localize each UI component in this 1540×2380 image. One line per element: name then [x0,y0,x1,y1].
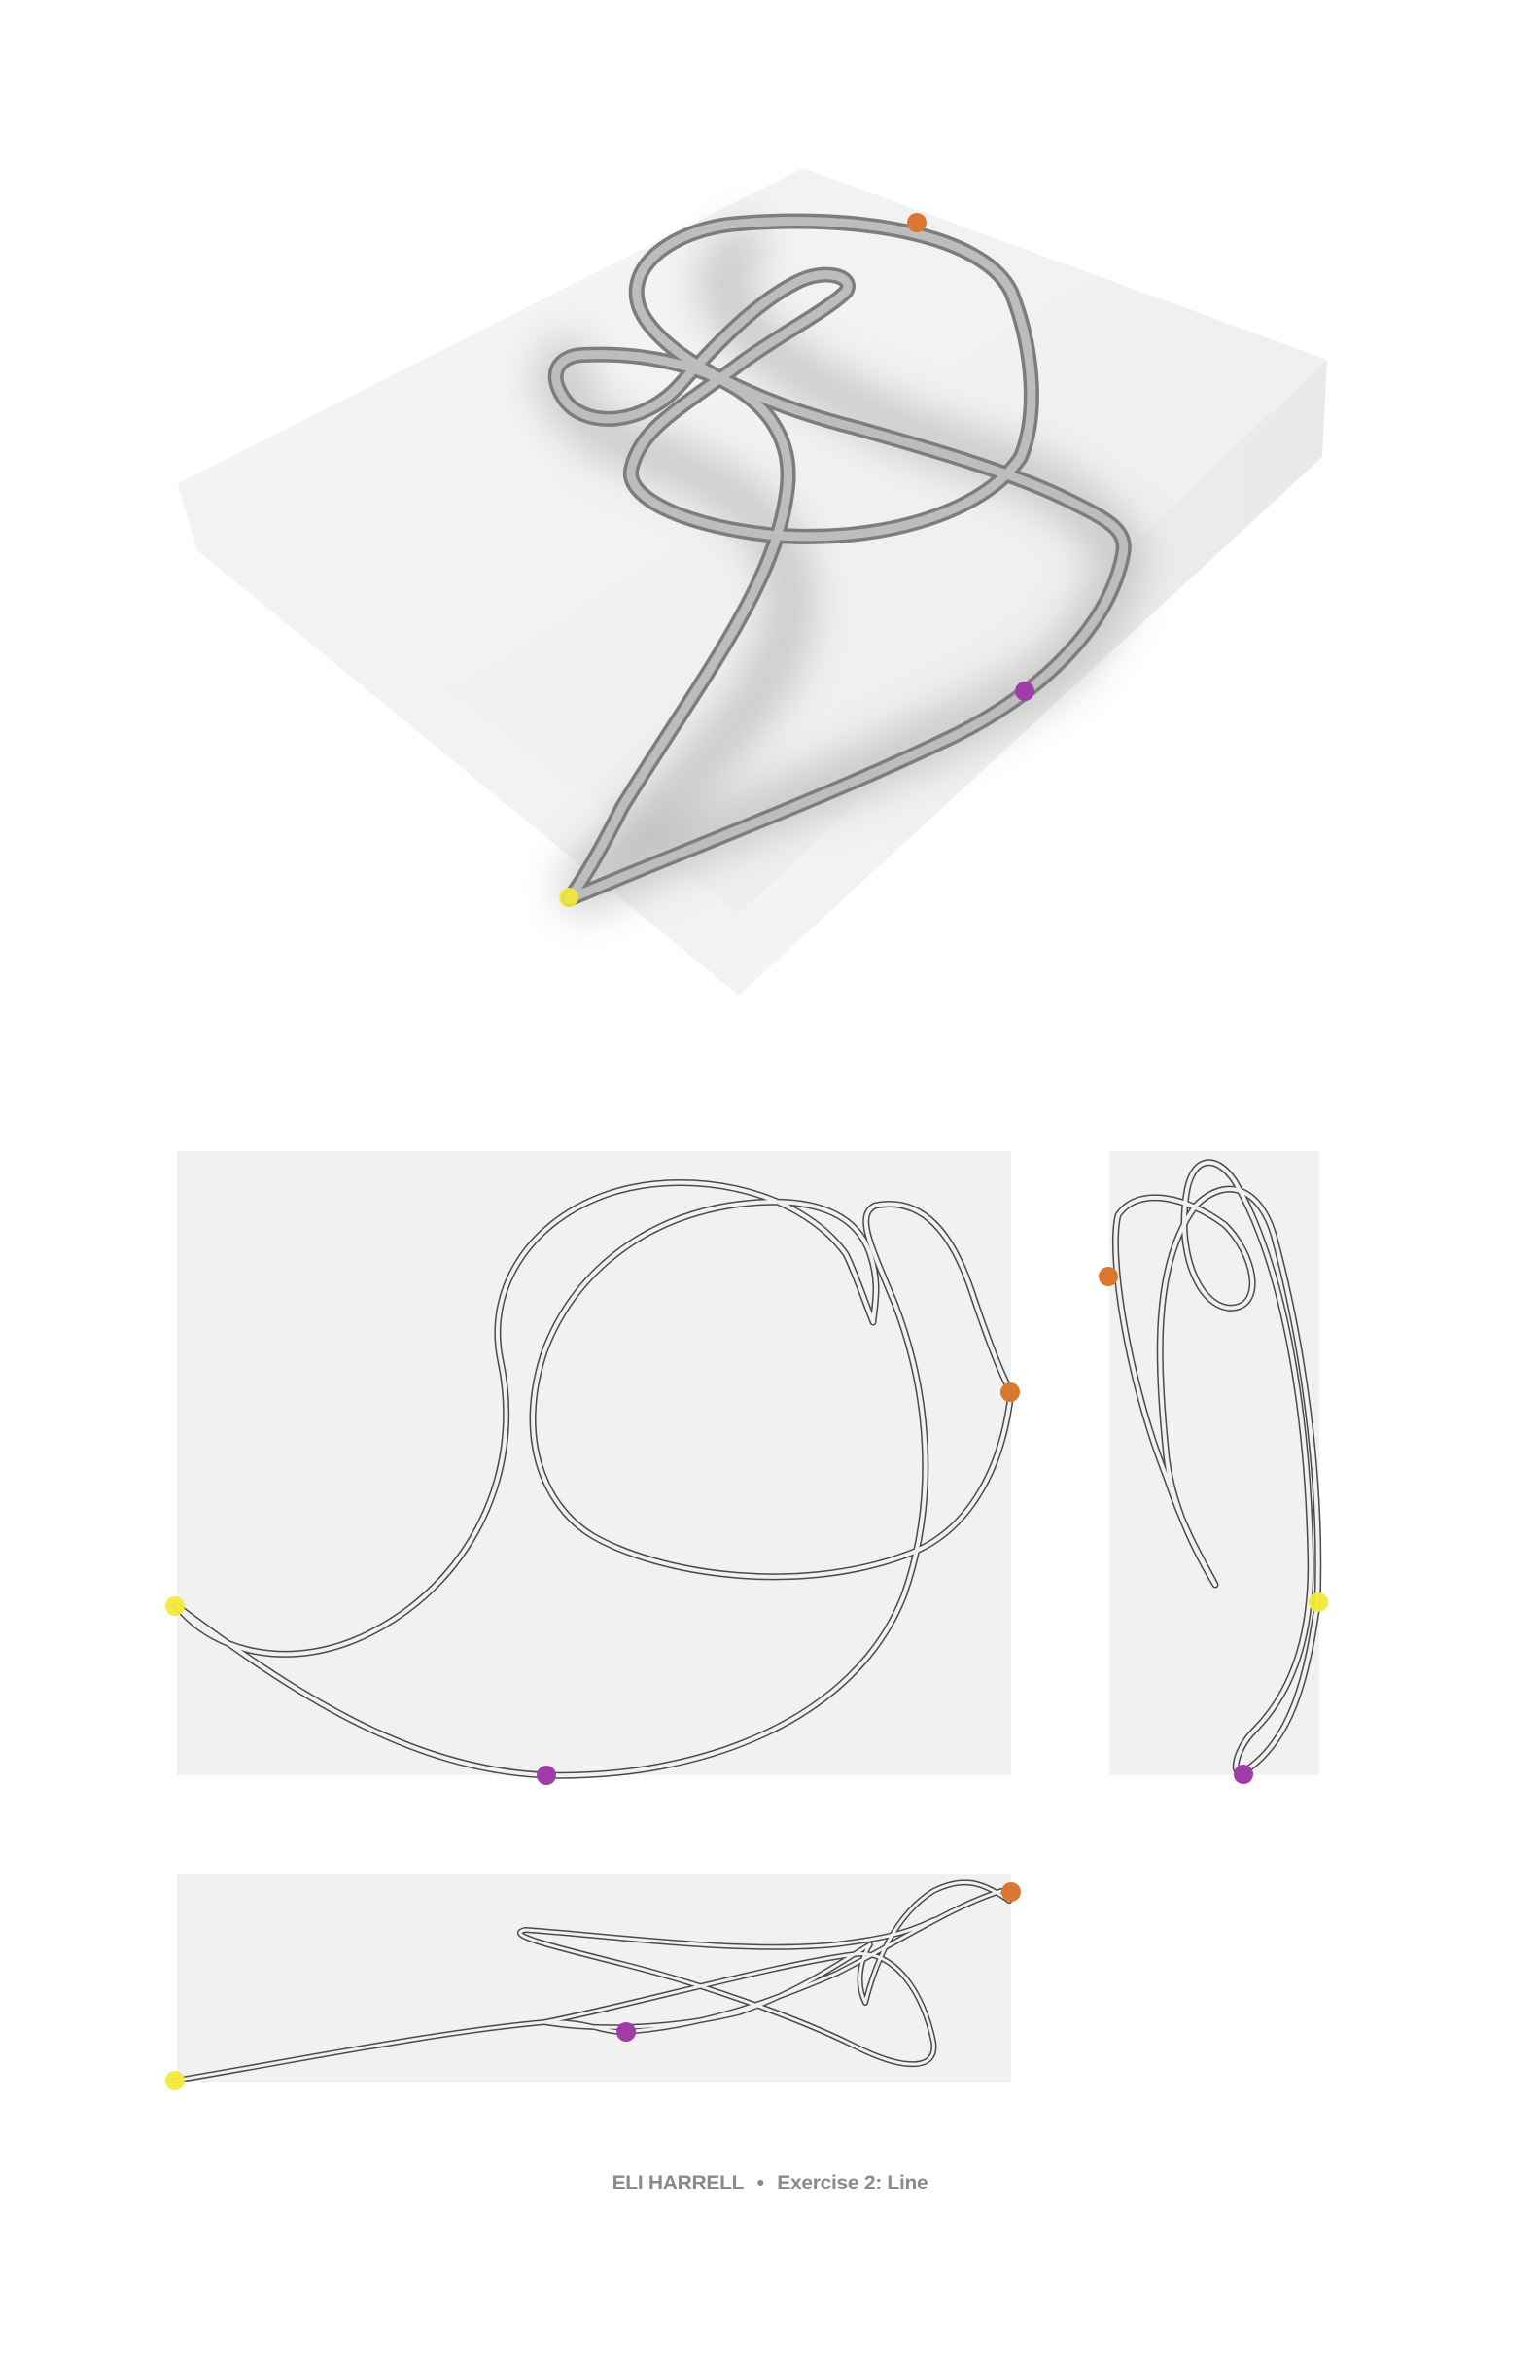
marker-mid-side [1234,1765,1253,1784]
tube-line-3d [547,213,1132,907]
box-top-face [178,168,1327,914]
side-view [1099,1151,1328,1784]
author-name: ELI HARRELL [612,2172,745,2194]
marker-start-plan [165,1596,185,1616]
caption-separator: • [756,2172,764,2194]
elevation-panel [177,1874,1011,2082]
exercise-title: Exercise 2: Line [777,2172,928,2194]
marker-end-axo [907,213,927,232]
elevation-view [165,1874,1021,2090]
marker-start-elevation [165,2071,185,2090]
marker-mid-plan [537,1766,556,1785]
side-panel [1109,1151,1319,1775]
plan-view [165,1151,1020,1785]
sheet-caption: ELI HARRELL • Exercise 2: Line [0,2172,1540,2195]
marker-mid-elevation [616,2022,636,2042]
marker-end-elevation [1001,1882,1021,1902]
marker-mid-axo [1015,682,1034,701]
marker-end-plan [1000,1382,1020,1402]
axonometric-view [178,168,1327,996]
marker-end-side [1099,1267,1118,1286]
plan-panel [177,1151,1011,1775]
marker-start-side [1309,1592,1328,1612]
marker-start-axo [559,888,578,907]
